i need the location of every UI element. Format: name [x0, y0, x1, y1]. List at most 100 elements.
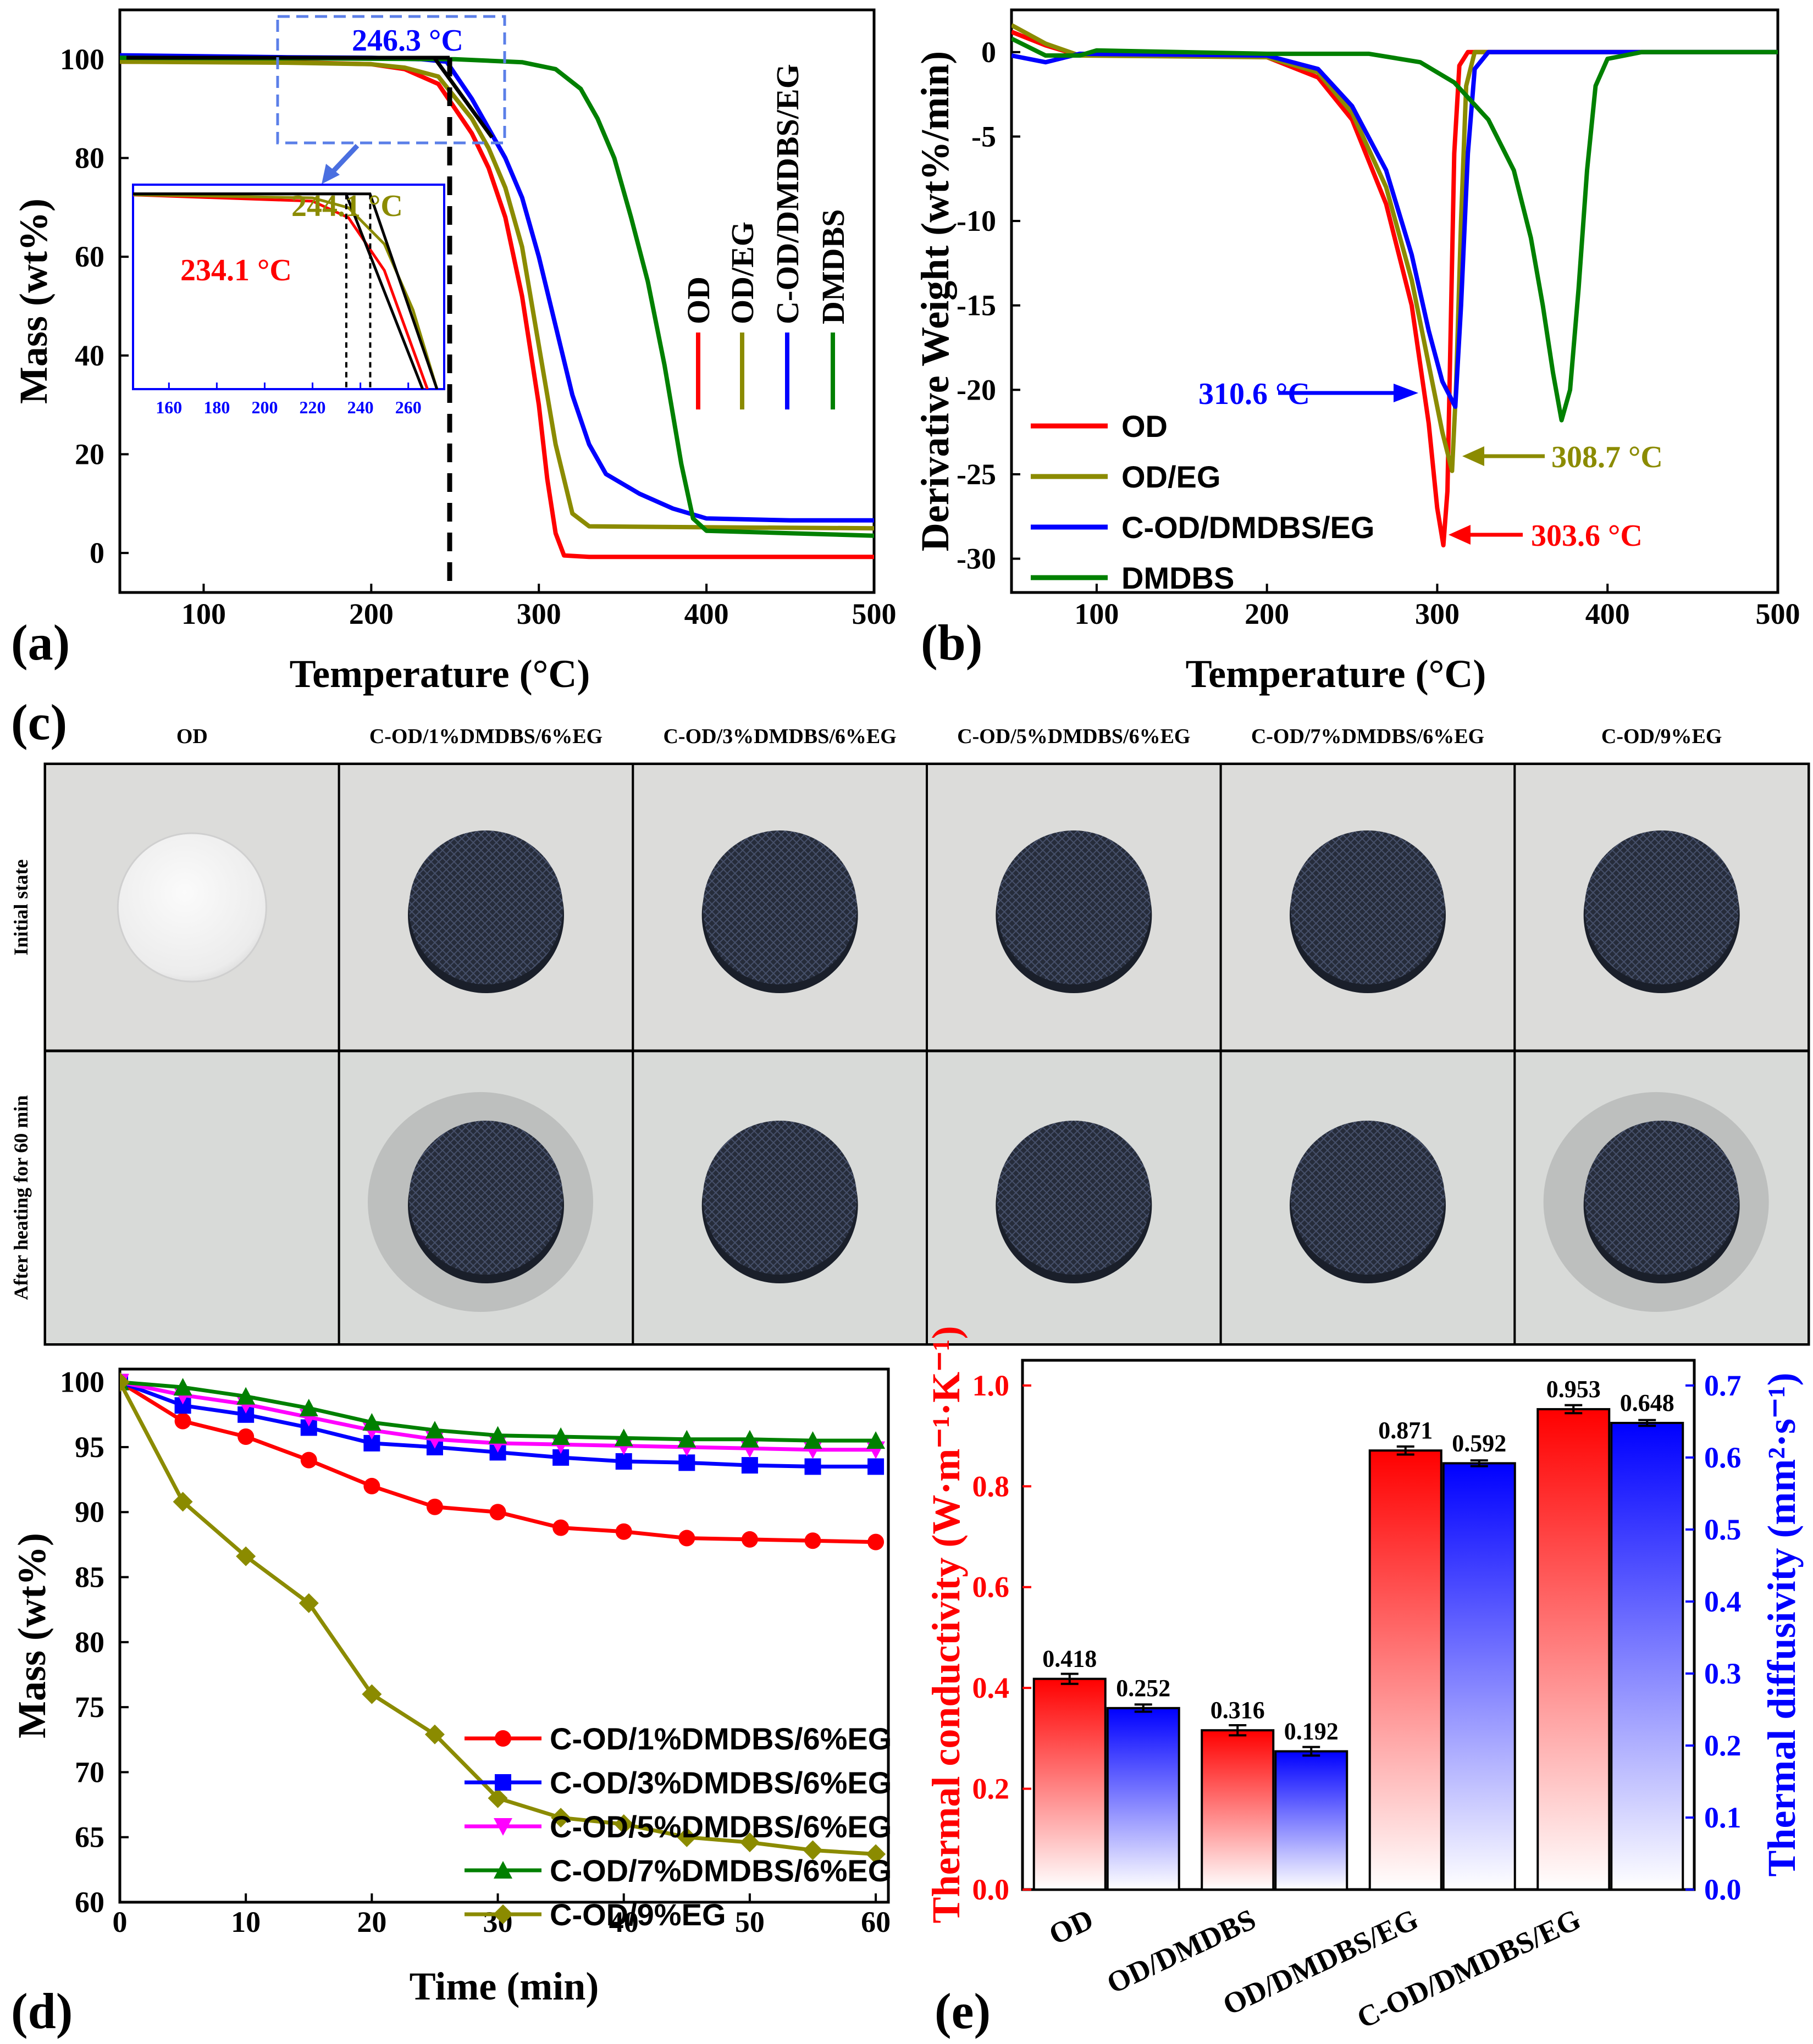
e-yr-tick-label: 0.2 [1704, 1729, 1742, 1762]
b-x-tick-label: 100 [1074, 597, 1119, 630]
e-yl-tick-label: 1.0 [972, 1369, 1010, 1402]
e-value-label-0-1: 0.316 [1210, 1697, 1265, 1724]
a-x-tick-label: 300 [517, 597, 561, 630]
b-y-tick-label: -30 [957, 542, 996, 575]
photo-column-header: C-OD/7%DMDBS/6%EG [1251, 725, 1484, 748]
a-y-tick-label: 100 [60, 43, 104, 76]
a-curve-1 [120, 59, 874, 531]
d-legend-label-3: C-OD/7%DMDBS/6%EG [550, 1853, 892, 1888]
d-point-0-5 [426, 1498, 443, 1515]
photo-column-header: C-OD/9%EG [1601, 725, 1722, 748]
d-x-tick-label: 50 [735, 1905, 765, 1938]
d-point-0-11 [804, 1532, 821, 1549]
e-yr-tick-label: 0.1 [1704, 1801, 1742, 1834]
panel-e-ylabel-left: Thermal conductivity (W·m⁻¹·K⁻¹) [924, 1326, 968, 1923]
black-composite-sample [1291, 830, 1445, 984]
peak-arrow-od-icon [1449, 525, 1471, 545]
e-bar-1-1 [1274, 1750, 1348, 1891]
black-composite-sample [1584, 830, 1739, 984]
e-yl-tick-label: 0.2 [972, 1772, 1010, 1805]
d-legend-label-0: C-OD/1%DMDBS/6%EG [550, 1721, 892, 1756]
d-point-4-3 [299, 1593, 319, 1613]
b-y-tick-label: -5 [971, 120, 996, 153]
d-point-3-5 [425, 1421, 444, 1439]
panel-a-axes: 100 200 300 400 500 0 20 40 60 80 100 [60, 43, 897, 630]
panel-b-ylabel: Derivative Weight (wt%/min) [913, 51, 957, 552]
e-yl-tick-label: 0.0 [972, 1873, 1010, 1906]
panel-a-ylabel: Mass (wt%) [12, 198, 56, 404]
d-point-3-8 [614, 1428, 633, 1447]
d-point-1-11 [804, 1458, 821, 1475]
d-point-3-4 [362, 1413, 382, 1431]
d-y-tick-label: 70 [75, 1755, 104, 1788]
b-legend-label-0: OD [1121, 409, 1168, 444]
a-x-tick-label: 400 [684, 597, 729, 630]
b-y-tick-label: -15 [957, 289, 996, 322]
d-point-4-9 [677, 1827, 697, 1847]
e-value-label-1-3: 0.648 [1620, 1389, 1674, 1416]
d-legend-label-2: C-OD/5%DMDBS/6%EG [550, 1809, 892, 1844]
a-x-tick-label: 500 [852, 597, 897, 630]
photo-row-header: Initial state [10, 859, 32, 955]
e-yr-tick-label: 0.4 [1704, 1585, 1742, 1618]
inset-axis: 160 180 200 220 240 260 [156, 383, 422, 417]
zoom-arrow-icon [322, 164, 340, 184]
e-value-label-0-0: 0.418 [1042, 1646, 1097, 1672]
d-x-tick-label: 60 [861, 1905, 891, 1938]
d-point-3-2 [236, 1387, 256, 1405]
d-y-tick-label: 90 [75, 1495, 104, 1528]
d-x-tick-label: 20 [357, 1905, 386, 1938]
panel-a-legend: OD OD/EG C-OD/DMDBS/EG DMDBS [681, 64, 851, 409]
d-y-tick-label: 85 [75, 1561, 104, 1594]
d-point-1-10 [741, 1457, 758, 1474]
a-legend-label-0: OD [681, 276, 716, 324]
d-y-tick-label: 60 [75, 1886, 104, 1919]
onset-label-main: 246.3 °C [352, 24, 463, 58]
panel-d-xlabel: Time (min) [410, 1964, 599, 2008]
panel-b-xlabel: Temperature (°C) [1186, 652, 1486, 696]
peak-label-eg: 308.7 °C [1551, 440, 1663, 474]
d-point-3-1 [173, 1378, 192, 1396]
e-yl-tick-label: 0.8 [972, 1470, 1010, 1503]
d-legend-label-1: C-OD/3%DMDBS/6%EG [550, 1765, 892, 1800]
inset-tick-label: 180 [203, 397, 230, 417]
peak-label-od: 303.6 °C [1531, 519, 1643, 553]
panel-d-series [120, 1372, 886, 1864]
photo-cell [1219, 1050, 1516, 1345]
photo-column-header: OD [176, 725, 208, 748]
e-yr-tick-label: 0.3 [1704, 1657, 1742, 1690]
black-composite-sample [997, 830, 1151, 984]
b-x-tick-label: 500 [1756, 597, 1800, 630]
d-point-3-7 [551, 1427, 571, 1445]
panel-b-curves [1011, 23, 1778, 547]
a-legend-label-3: DMDBS [815, 209, 851, 324]
e-value-label-1-0: 0.252 [1116, 1675, 1170, 1702]
d-point-4-12 [866, 1844, 886, 1864]
d-point-3-9 [677, 1430, 697, 1448]
white-od-sample [117, 832, 267, 983]
d-y-tick-label: 95 [75, 1431, 104, 1464]
panel-d-ylabel: Mass (wt%) [10, 1533, 54, 1738]
a-y-tick-label: 20 [75, 437, 104, 470]
d-point-4-10 [739, 1832, 760, 1853]
b-x-tick-label: 300 [1415, 597, 1460, 630]
black-composite-sample [409, 830, 563, 984]
zoom-region-box [276, 15, 506, 145]
a-y-tick-label: 40 [75, 339, 104, 372]
panel-e-thermal-properties: 0.0 0.2 0.4 0.6 0.8 1.0 0.0 0.1 0.2 0.3 0.4 0.5 0.6 0… [924, 1326, 1804, 2039]
d-point-1-12 [867, 1458, 885, 1475]
black-composite-sample [409, 1121, 563, 1275]
d-point-4-8 [613, 1814, 634, 1835]
e-bar-0-2 [1368, 1449, 1442, 1891]
photo-cell [44, 1050, 340, 1345]
e-value-label-0-3: 0.953 [1546, 1376, 1601, 1403]
peak-arrow-c-icon [1394, 384, 1418, 402]
d-point-0-6 [489, 1504, 506, 1521]
panel-b-legend: OD OD/EG C-OD/DMDBS/EG DMDBS [1031, 409, 1374, 595]
panel-a-letter: (a) [11, 614, 70, 671]
d-y-tick-label: 65 [75, 1821, 104, 1854]
e-bar-1-2 [1442, 1462, 1516, 1891]
panel-e-letter: (e) [935, 1983, 991, 2039]
d-legend-marker-2 [494, 1818, 512, 1836]
